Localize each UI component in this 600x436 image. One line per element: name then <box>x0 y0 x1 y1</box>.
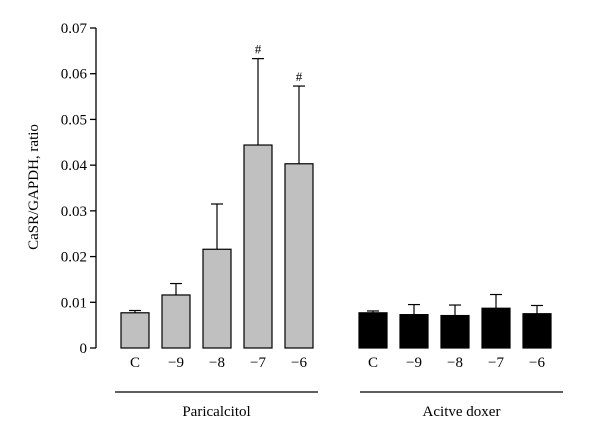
bar <box>399 314 429 349</box>
x-tick-label: −9 <box>406 355 422 371</box>
x-tick-label: −7 <box>250 355 266 371</box>
bar <box>440 314 470 349</box>
bar <box>358 312 388 349</box>
y-tick-label: 0.05 <box>61 112 87 128</box>
significance-marker: # <box>255 42 262 57</box>
y-tick-label: 0.01 <box>61 295 87 311</box>
y-tick-label: 0.07 <box>61 21 88 37</box>
y-tick-label: 0.06 <box>61 67 88 83</box>
x-tick-label: −7 <box>488 355 504 371</box>
x-tick-label: C <box>368 355 378 371</box>
x-tick-label: −6 <box>291 355 307 371</box>
x-tick-label: −8 <box>209 355 225 371</box>
x-tick-label: −9 <box>168 355 184 371</box>
y-tick-label: 0.02 <box>61 250 87 266</box>
bar <box>120 312 150 349</box>
y-axis: 0 0.01 0.02 0.03 0.04 0.05 0.06 0.07 <box>61 21 97 357</box>
bar <box>522 313 552 349</box>
y-tick-label: 0.04 <box>61 158 88 174</box>
x-tick-label: −6 <box>529 355 545 371</box>
bar <box>481 307 511 349</box>
group-labels: Paricalcitol Acitve doxer <box>115 391 563 420</box>
bars: ## <box>120 42 552 349</box>
x-tick-label: −8 <box>447 355 463 371</box>
x-tick-label: C <box>130 355 140 371</box>
group-label: Paricalcitol <box>182 404 250 420</box>
y-tick-label: 0.03 <box>61 204 87 220</box>
bar <box>284 163 314 349</box>
bar <box>243 144 273 349</box>
y-tick-label: 0 <box>80 341 88 357</box>
significance-marker: # <box>296 69 303 84</box>
bar <box>202 248 232 349</box>
y-axis-label: CaSR/GAPDH, ratio <box>26 124 42 250</box>
group-label: Acitve doxer <box>423 404 501 420</box>
x-axis-labels: C −9 −8 −7 −6 C −9 −8 −7 −6 <box>130 355 545 371</box>
bar <box>161 294 191 349</box>
